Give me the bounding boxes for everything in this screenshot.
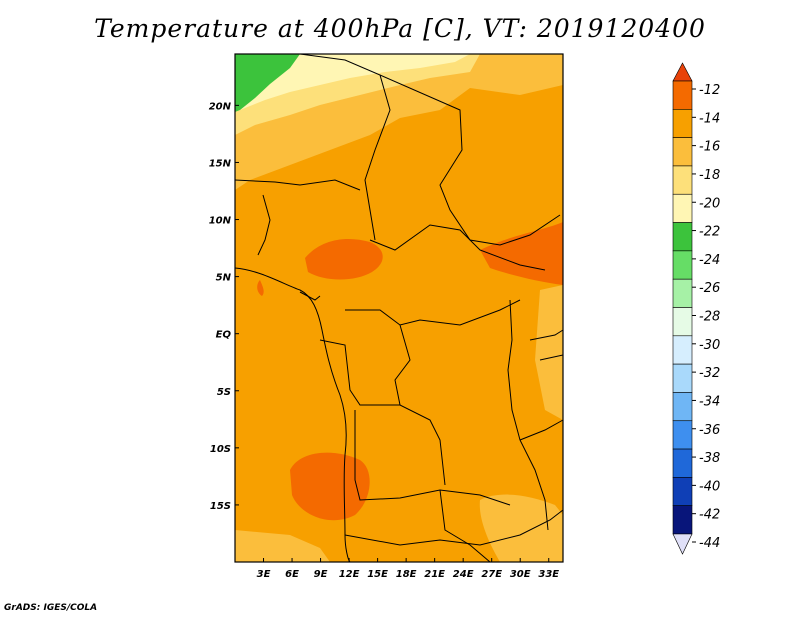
lon-tick-label: 27E	[481, 569, 502, 580]
longitude-ticks: 3E 6E 9E 12E 15E 18E 21E 24E 27E 30E 33E	[257, 558, 559, 580]
band-south-16	[235, 530, 330, 562]
colorbar-swatch	[672, 392, 693, 422]
lat-tick-label: 5S	[217, 387, 231, 398]
lon-tick-label: 15E	[367, 569, 388, 580]
grads-credit: GrADS: IGES/COLA	[4, 603, 98, 613]
temperature-field	[235, 54, 563, 562]
map-title: Temperature at 400hPa [C], VT: 201912040…	[94, 14, 706, 43]
colorbar: -12 -14 -16 -18 -20 -22 -24 -26 -28 -30 -32 -34 -36 -…	[672, 62, 720, 555]
colorbar-label: -44	[699, 536, 720, 551]
colorbar-label: -22	[699, 225, 720, 240]
colorbar-bottom-arrow	[672, 533, 693, 555]
lat-tick-label: 15S	[210, 501, 231, 512]
colorbar-swatch	[672, 137, 693, 167]
colorbar-label: -38	[699, 451, 720, 466]
colorbar-label: -36	[699, 423, 720, 438]
colorbar-label: -30	[699, 338, 720, 353]
colorbar-swatch	[672, 505, 693, 535]
band-south-east-16	[479, 494, 563, 562]
colorbar-label: -34	[699, 394, 720, 409]
colorbar-swatch	[672, 420, 693, 450]
lon-tick-label: 33E	[538, 569, 559, 580]
colorbar-swatch	[672, 477, 693, 506]
lon-tick-label: 12E	[339, 569, 360, 580]
colorbar-label: -26	[699, 281, 720, 296]
band-east-rift-16	[535, 285, 563, 420]
lat-tick-label: 10S	[210, 444, 231, 455]
lat-tick-label: 15N	[209, 158, 232, 169]
colorbar-top-arrow	[672, 62, 693, 82]
colorbar-swatch	[672, 250, 693, 280]
colorbar-swatch	[672, 193, 693, 223]
lat-tick-label: 5N	[216, 273, 232, 284]
colorbar-label: -24	[699, 253, 720, 268]
map-frame	[234, 53, 564, 563]
colorbar-label: -28	[699, 310, 720, 325]
colorbar-label: -18	[699, 168, 720, 183]
colorbar-label: -16	[699, 140, 720, 155]
lon-tick-label: 9E	[314, 569, 328, 580]
colorbar-label: -32	[699, 366, 720, 381]
colorbar-swatch	[672, 363, 693, 393]
colorbar-swatch	[672, 222, 693, 252]
country-borders	[234, 53, 564, 563]
colorbar-label: -20	[699, 196, 720, 211]
colorbar-label: -14	[699, 111, 720, 126]
colorbar-swatch	[672, 307, 693, 337]
patch-angola	[290, 452, 370, 521]
latitude-ticks: 20N 15N 10N 5N EQ 5S 10S 15S	[209, 101, 239, 512]
colorbar-label: -42	[699, 508, 720, 523]
band-east-14	[440, 95, 563, 210]
lon-tick-label: 21E	[424, 569, 445, 580]
patch-cameroon	[305, 238, 383, 280]
colorbar-label: -40	[699, 479, 720, 494]
colorbar-swatch	[672, 448, 693, 478]
lat-tick-label: 20N	[209, 101, 232, 112]
lat-tick-label: 10N	[209, 216, 232, 227]
lon-tick-label: 6E	[285, 569, 299, 580]
lon-tick-label: 3E	[257, 569, 271, 580]
lon-tick-label: 30E	[510, 569, 531, 580]
colorbar-label: -12	[699, 83, 720, 98]
colorbar-swatch	[672, 80, 693, 110]
band-minus20	[235, 54, 470, 112]
colorbar-swatch	[672, 335, 693, 365]
lon-tick-label: 24E	[453, 569, 474, 580]
lon-tick-label: 18E	[396, 569, 417, 580]
colorbar-swatch	[672, 109, 693, 138]
band-minus22	[235, 54, 300, 112]
colorbar-swatch	[672, 278, 693, 308]
colorbar-swatch	[672, 165, 693, 195]
lat-tick-label: EQ	[216, 330, 232, 341]
